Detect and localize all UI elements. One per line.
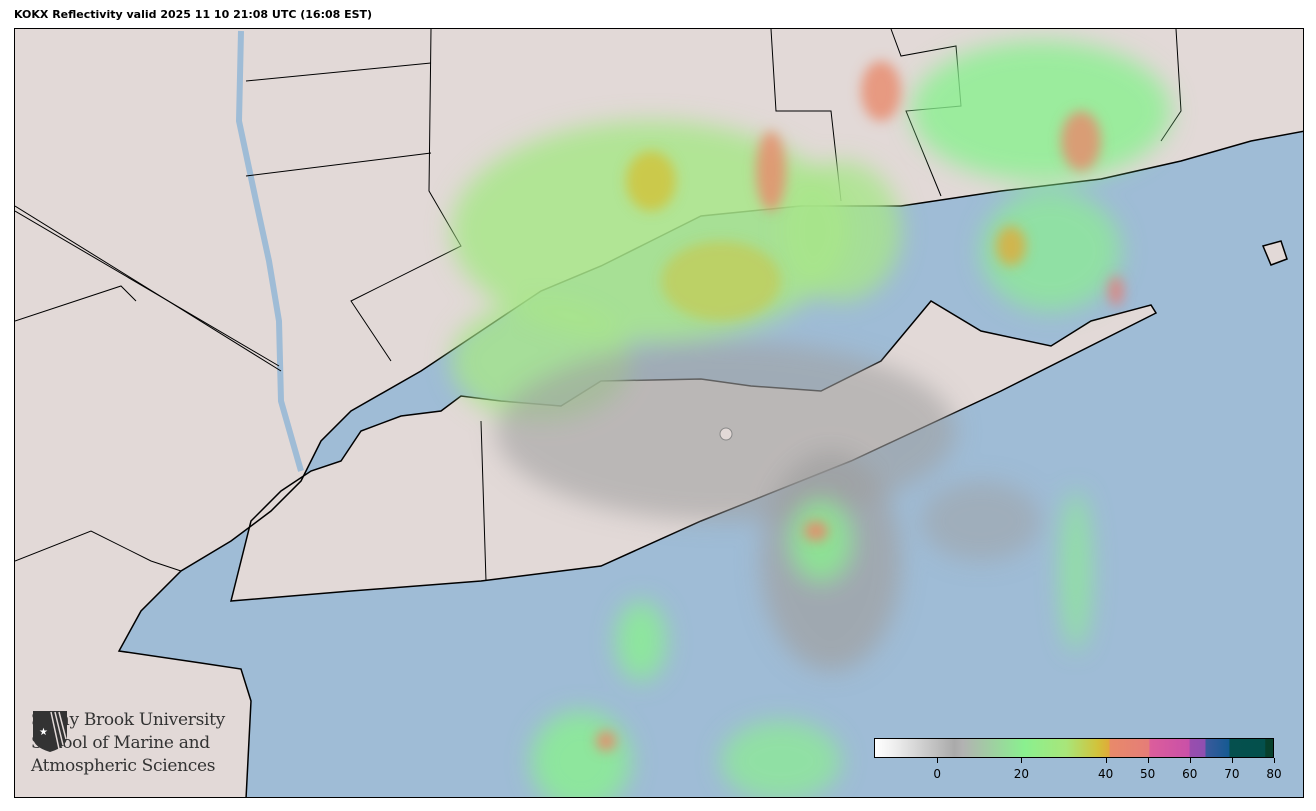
map-title: KOKX Reflectivity valid 2025 11 10 21:08… [14,8,373,21]
radar-site-marker[interactable] [719,427,733,441]
colorbar-tick [1189,758,1191,763]
hudson-river [235,30,304,472]
radar-map[interactable]: ★ Stony Brook University School of Marin… [14,28,1304,798]
svg-text:★: ★ [39,727,48,738]
logo: ★ Stony Brook University School of Marin… [31,709,225,778]
logo-line-3: Atmospheric Sciences [31,756,216,776]
colorbar-tick [1105,758,1107,763]
colorbar-tick-label: 0 [933,767,941,781]
stony-brook-shield-icon: ★ [33,711,67,752]
state-borders [15,29,1182,582]
map-canvas [15,29,1303,797]
colorbar [874,738,1274,758]
colorbar-tick [1274,758,1275,763]
colorbar-tick-label: 70 [1224,767,1240,781]
colorbar-tick-label: 60 [1182,767,1198,781]
colorbar-tick [1021,758,1023,763]
logo-line-1: Stony Brook University [31,710,225,730]
colorbar-tick [1231,758,1233,763]
colorbar-tick-label: 40 [1097,767,1114,781]
logo-line-2: School of Marine and [31,733,210,753]
colorbar-tick-label: 80 [1266,767,1282,781]
colorbar-tick [1147,758,1149,763]
ct-coastline [117,130,1303,797]
colorbar-tick [937,758,939,763]
heavy-echoes [596,61,1124,751]
block-island [1261,240,1288,266]
colorbar-tick-label: 50 [1140,767,1156,781]
colorbar-tick-label: 20 [1013,767,1029,781]
